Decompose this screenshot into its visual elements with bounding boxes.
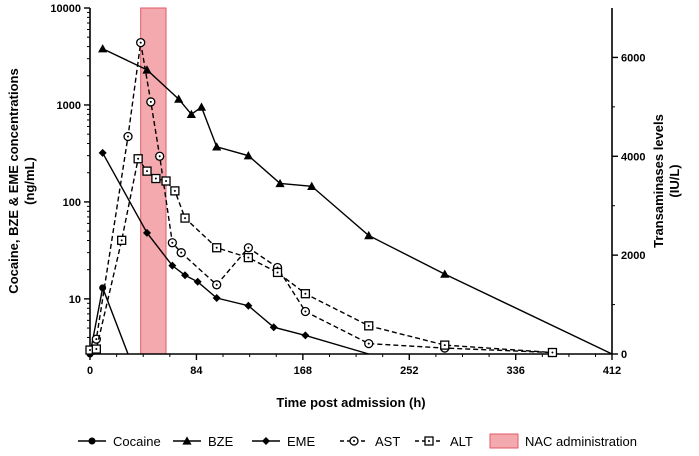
- y-right-tick-label: 0: [621, 349, 627, 361]
- x-tick-label: 412: [603, 365, 621, 377]
- series-bze: [98, 44, 613, 355]
- legend-marker-dot: [353, 440, 355, 442]
- legend-label: EME: [287, 434, 316, 449]
- data-point-alt-dot: [184, 217, 187, 220]
- series-line-eme: [102, 152, 369, 355]
- data-point-eme: [143, 228, 152, 237]
- legend-item-alt: ALT: [415, 434, 473, 449]
- y-right-tick-label: 6000: [621, 52, 645, 64]
- x-tick-label: 0: [87, 365, 93, 377]
- legend-item-nac-administration: NAC administration: [489, 433, 637, 449]
- data-point-ast-dot: [139, 41, 142, 44]
- data-point-eme: [269, 323, 278, 332]
- data-point-ast-dot: [158, 155, 161, 158]
- data-point-bze: [440, 269, 450, 278]
- legend-marker: [88, 437, 96, 445]
- series-eme: [98, 148, 369, 355]
- data-point-ast-dot: [304, 310, 307, 313]
- y-left-tick-label: 100: [63, 197, 81, 209]
- legend-label: ALT: [450, 434, 473, 449]
- y-left-tick-label: 1000: [57, 100, 81, 112]
- data-point-bze: [275, 178, 285, 188]
- data-point-ast-dot: [180, 251, 183, 254]
- data-point-eme: [181, 271, 190, 280]
- series-layer: [85, 37, 613, 358]
- data-point-eme: [168, 261, 177, 270]
- data-point-bze: [142, 65, 152, 74]
- legend-label: BZE: [208, 434, 234, 449]
- data-point-eme: [244, 301, 253, 310]
- data-point-bze: [196, 102, 207, 111]
- data-point-alt-dot: [276, 271, 279, 274]
- data-point-bze: [243, 151, 253, 160]
- data-point-bze: [307, 181, 317, 190]
- data-point-alt-dot: [137, 157, 140, 160]
- data-point-alt-dot: [120, 239, 123, 242]
- data-point-eme: [98, 148, 107, 157]
- x-tick-label: 336: [507, 365, 525, 377]
- data-point-ast-dot: [215, 283, 218, 286]
- legend: Cocaine BZE EME AST ALT NAC administration: [78, 433, 637, 449]
- data-point-ast-dot: [171, 241, 174, 244]
- data-point-bze: [212, 142, 222, 151]
- data-point-ast-dot: [149, 100, 152, 103]
- legend-label: AST: [375, 434, 400, 449]
- series-line-alt: [89, 157, 553, 354]
- y-right-tick-label: 2000: [621, 250, 645, 262]
- legend-marker: [262, 437, 270, 445]
- data-point-ast-dot: [367, 342, 370, 345]
- data-point-eme: [301, 331, 310, 340]
- legend-item-cocaine: Cocaine: [78, 434, 161, 449]
- data-point-alt-dot: [215, 246, 218, 249]
- data-point-eme: [212, 294, 221, 303]
- data-point-alt-dot: [367, 324, 370, 327]
- series-line-bze: [102, 48, 613, 355]
- x-axis-title: Time post admission (h): [276, 395, 425, 410]
- data-point-alt-dot: [146, 170, 149, 173]
- legend-item-ast: AST: [340, 434, 400, 449]
- axes-layer: 0 84 168 252 336 412 10 100 1000 10000 0 2000 4000 60…: [50, 3, 645, 377]
- y-axis-left-title: Cocaine, BZE & EME concentrations(ng/mL): [6, 68, 37, 293]
- data-point-alt-dot: [165, 180, 168, 182]
- data-point-alt-dot: [247, 256, 250, 259]
- y-axis-right-title: Transaminases levels(IU/L): [651, 114, 682, 248]
- legend-swatch-nac: [489, 433, 519, 449]
- data-point-bze: [186, 109, 196, 119]
- data-point-bze: [364, 230, 374, 240]
- series-alt: [85, 154, 558, 358]
- series-ast: [85, 37, 558, 358]
- data-point-alt-dot: [89, 349, 91, 352]
- data-point-alt-dot: [154, 177, 157, 180]
- y-left-tick-label: 10: [69, 294, 81, 306]
- data-point-bze: [98, 44, 108, 53]
- data-point-alt-dot: [95, 348, 98, 351]
- data-point-eme: [193, 277, 202, 286]
- data-point-alt-dot: [304, 292, 307, 295]
- data-point-alt-dot: [551, 351, 554, 354]
- legend-item-eme: EME: [252, 434, 316, 449]
- data-point-ast-dot: [247, 246, 250, 249]
- data-point-bze: [174, 94, 184, 103]
- data-point-ast-dot: [95, 338, 98, 341]
- data-point-ast-dot: [127, 135, 130, 138]
- y-left-tick-label: 10000: [50, 3, 81, 15]
- y-right-tick-label: 4000: [621, 151, 645, 163]
- legend-marker-dot: [428, 440, 430, 442]
- legend-label: Cocaine: [113, 434, 161, 449]
- legend-item-bze: BZE: [173, 434, 234, 449]
- data-point-alt-dot: [173, 189, 176, 192]
- x-tick-label: 252: [400, 365, 418, 377]
- legend-marker: [182, 436, 192, 445]
- x-tick-label: 168: [294, 365, 312, 377]
- data-point-alt-dot: [443, 344, 446, 347]
- legend-label: NAC administration: [525, 434, 637, 449]
- x-tick-label: 84: [190, 365, 203, 377]
